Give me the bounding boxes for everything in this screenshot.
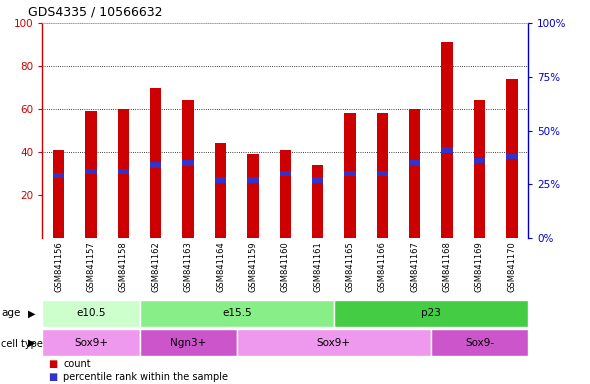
Text: GSM841158: GSM841158 xyxy=(119,241,128,292)
Bar xyxy=(506,154,517,159)
Bar xyxy=(247,154,258,238)
Bar xyxy=(431,329,528,356)
Bar xyxy=(86,111,97,238)
Bar xyxy=(409,109,421,238)
Text: GSM841163: GSM841163 xyxy=(183,241,193,292)
Text: GSM841168: GSM841168 xyxy=(442,241,451,292)
Text: Sox9-: Sox9- xyxy=(465,338,494,348)
Text: ▶: ▶ xyxy=(28,338,36,348)
Bar xyxy=(53,173,64,179)
Bar xyxy=(182,160,194,166)
Text: e10.5: e10.5 xyxy=(76,308,106,318)
Bar xyxy=(345,171,356,176)
Text: GSM841169: GSM841169 xyxy=(475,241,484,292)
Bar xyxy=(237,329,431,356)
Bar xyxy=(409,160,421,166)
Bar xyxy=(53,150,64,238)
Text: GSM841161: GSM841161 xyxy=(313,241,322,292)
Bar xyxy=(474,101,485,238)
Bar xyxy=(312,177,323,183)
Bar xyxy=(506,79,517,238)
Text: GSM841170: GSM841170 xyxy=(507,241,516,292)
Text: age: age xyxy=(1,308,21,318)
Bar xyxy=(441,42,453,238)
Bar xyxy=(376,113,388,238)
Text: Ngn3+: Ngn3+ xyxy=(170,338,206,348)
Text: percentile rank within the sample: percentile rank within the sample xyxy=(63,372,228,382)
Text: GSM841156: GSM841156 xyxy=(54,241,63,292)
Text: GSM841164: GSM841164 xyxy=(216,241,225,292)
Bar xyxy=(150,88,162,238)
Bar xyxy=(334,300,528,327)
Text: e15.5: e15.5 xyxy=(222,308,251,318)
Bar xyxy=(215,177,226,183)
Bar xyxy=(312,165,323,238)
Bar xyxy=(118,169,129,174)
Bar xyxy=(182,101,194,238)
Text: GDS4335 / 10566632: GDS4335 / 10566632 xyxy=(28,5,162,18)
Text: ■: ■ xyxy=(48,359,58,369)
Text: cell type: cell type xyxy=(1,339,43,349)
Text: GSM841165: GSM841165 xyxy=(346,241,355,292)
Text: GSM841167: GSM841167 xyxy=(410,241,419,292)
Text: ■: ■ xyxy=(48,372,58,382)
Bar xyxy=(215,144,226,238)
Bar xyxy=(441,147,453,152)
Text: GSM841160: GSM841160 xyxy=(281,241,290,292)
Bar xyxy=(280,171,291,176)
Text: ▶: ▶ xyxy=(28,308,36,318)
Bar xyxy=(42,329,140,356)
Bar xyxy=(86,169,97,174)
Bar xyxy=(140,300,334,327)
Bar xyxy=(474,158,485,163)
Text: count: count xyxy=(63,359,91,369)
Text: GSM841159: GSM841159 xyxy=(248,241,257,292)
Bar xyxy=(42,300,140,327)
Text: GSM841157: GSM841157 xyxy=(87,241,96,292)
Text: Sox9+: Sox9+ xyxy=(317,338,351,348)
Bar xyxy=(345,113,356,238)
Bar xyxy=(140,329,237,356)
Text: GSM841162: GSM841162 xyxy=(151,241,160,292)
Bar xyxy=(376,171,388,176)
Text: Sox9+: Sox9+ xyxy=(74,338,108,348)
Bar xyxy=(247,177,258,183)
Bar xyxy=(150,162,162,168)
Bar xyxy=(118,109,129,238)
Bar xyxy=(280,150,291,238)
Text: GSM841166: GSM841166 xyxy=(378,241,387,292)
Text: p23: p23 xyxy=(421,308,441,318)
